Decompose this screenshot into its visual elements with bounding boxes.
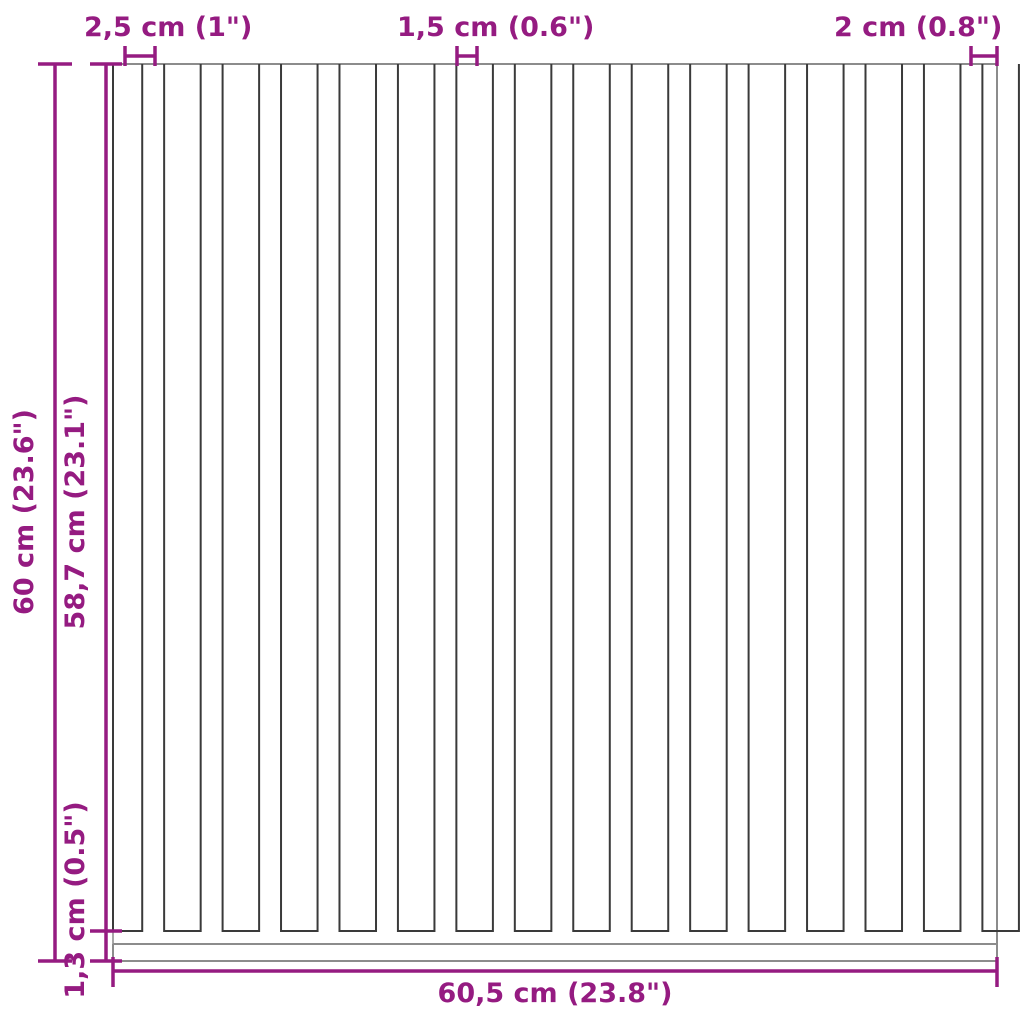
dim-total-width-marker (111, 957, 999, 987)
slat (455, 64, 494, 932)
slat (280, 64, 319, 932)
label-total-height: 60 cm (23.6") (9, 409, 40, 615)
label-slat-width: 2,5 cm (1") (84, 12, 252, 43)
dim-slat-height-marker (90, 62, 122, 933)
slat (572, 64, 611, 932)
slat (747, 64, 787, 932)
label-slat-height: 58,7 cm (23.1") (60, 395, 91, 630)
slat (630, 64, 670, 932)
label-slat-gap: 1,5 cm (0.6") (397, 12, 594, 43)
slat (689, 64, 728, 932)
slat (112, 64, 144, 932)
slat (396, 64, 436, 932)
slat (806, 64, 845, 932)
dim-backboard-height-marker (90, 931, 122, 963)
slat (338, 64, 378, 932)
label-total-width: 60,5 cm (23.8") (438, 978, 673, 1009)
slat (513, 64, 553, 932)
label-edge-slat-width: 2 cm (0.8") (834, 12, 1002, 43)
slat (864, 64, 904, 932)
dim-slat-gap-marker (455, 46, 479, 66)
dim-edge-slat-marker (969, 46, 999, 66)
slat (922, 64, 962, 932)
panel-group (112, 63, 1020, 962)
slat (981, 64, 1020, 932)
dim-slat-width-marker (123, 46, 157, 66)
dimension-labels: 2,5 cm (1") 1,5 cm (0.6") 2 cm (0.8") 60… (9, 12, 1002, 1009)
slat (163, 64, 202, 932)
slat-collection (112, 64, 1020, 932)
dimension-group (38, 46, 999, 987)
label-backboard-height: 1,3 cm (0.5") (60, 801, 91, 998)
slat (221, 64, 261, 932)
dim-total-height-marker (38, 62, 72, 963)
